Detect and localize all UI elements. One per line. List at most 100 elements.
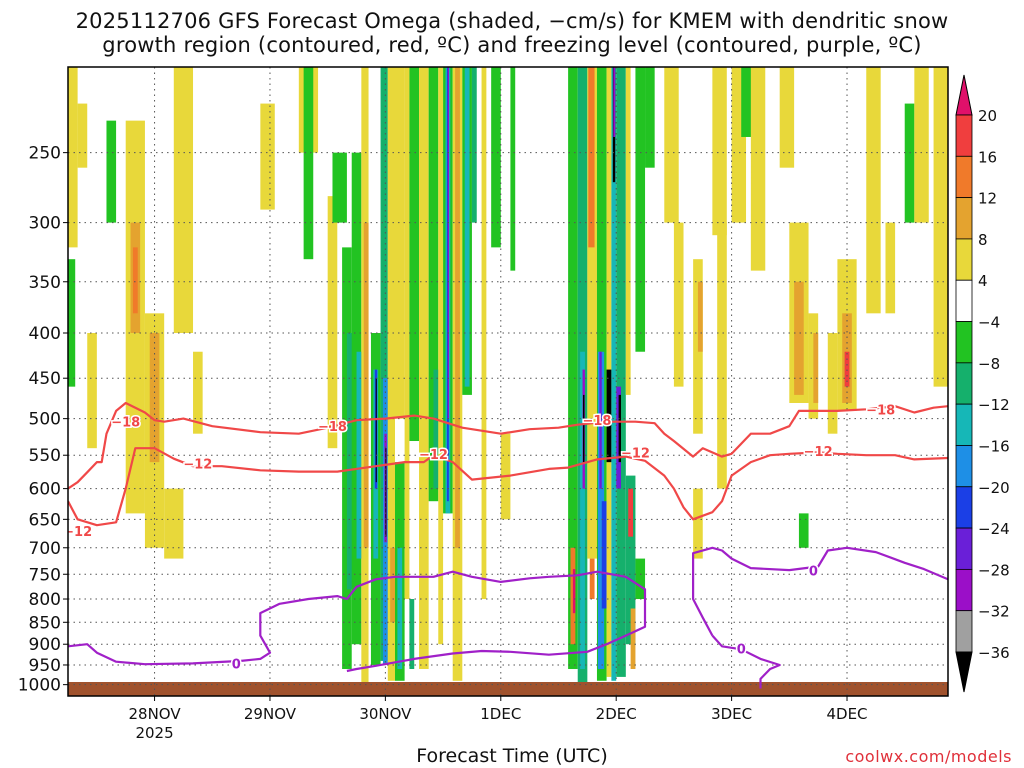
omega-cell xyxy=(303,67,314,260)
omega-cell xyxy=(380,67,388,661)
colorbar-label: 20 xyxy=(978,107,997,125)
colorbar-bin xyxy=(955,197,973,240)
x-tick-label: 30NOV xyxy=(359,705,412,723)
omega-cell xyxy=(625,475,636,645)
dgz-top-minus18-label: −18 xyxy=(866,403,895,418)
omega-cell xyxy=(625,67,631,395)
omega-cell xyxy=(798,513,809,548)
omega-cell xyxy=(616,67,626,677)
dgz-bottom-minus12-label: −12 xyxy=(419,448,448,463)
omega-cell xyxy=(568,67,578,669)
omega-cell xyxy=(589,558,595,600)
colorbar-top-arrow xyxy=(955,74,973,116)
y-tick-label: 400 xyxy=(29,324,61,344)
omega-cell xyxy=(635,558,646,600)
omega-cell xyxy=(164,488,184,559)
omega-cell xyxy=(260,103,275,210)
omega-cell xyxy=(438,67,444,645)
omega-cell xyxy=(587,67,597,559)
omega-cell xyxy=(510,67,516,271)
colorbar-bin xyxy=(955,527,973,570)
omega-cell xyxy=(193,351,203,434)
y-tick-label: 950 xyxy=(29,656,61,676)
colorbar-bottom-arrow xyxy=(955,651,973,693)
omega-cell xyxy=(409,599,415,669)
omega-cell xyxy=(601,501,607,609)
omega-cell xyxy=(885,222,896,314)
freezing-level-0c-label: 0 xyxy=(737,642,746,657)
dgz-top-minus18-label: −18 xyxy=(318,420,347,435)
colorbar-bin xyxy=(955,445,973,488)
omega-cell xyxy=(481,67,487,600)
colorbar-label: −12 xyxy=(978,396,1010,414)
omega-cell xyxy=(332,152,347,223)
omega-cell xyxy=(597,351,605,669)
omega-cell xyxy=(385,448,387,537)
y-tick-label: 600 xyxy=(29,480,61,500)
omega-cell xyxy=(635,67,646,352)
colorbar-bin xyxy=(955,279,973,322)
colorbar-label: 8 xyxy=(978,231,988,249)
omega-cell xyxy=(68,259,76,387)
dgz-bottom-minus12-label: −12 xyxy=(804,445,833,460)
colorbar-label: 12 xyxy=(978,190,997,208)
colorbar-bin xyxy=(955,610,973,653)
colorbar-bin xyxy=(955,155,973,199)
omega-cell xyxy=(491,67,501,248)
omega-cell xyxy=(106,120,117,223)
freezing-level-0c-line xyxy=(711,634,781,689)
y-tick-label: 550 xyxy=(29,446,61,466)
colorbar-label: −8 xyxy=(978,355,1000,373)
omega-cell xyxy=(904,103,915,223)
freezing-level-0a-line xyxy=(68,570,647,673)
dgz-bottom-minus12-line xyxy=(68,447,948,527)
gridlines xyxy=(68,67,948,696)
omega-cell xyxy=(572,569,576,614)
x-tick-label: 4DEC xyxy=(826,705,867,723)
omega-cell xyxy=(827,333,838,434)
omega-shading xyxy=(68,67,948,696)
omega-cell xyxy=(397,547,403,669)
plot-frame xyxy=(67,66,949,697)
dgz-bottom-minus12-label: −12 xyxy=(621,446,650,461)
omega-cell xyxy=(327,196,338,449)
omega-cell xyxy=(173,67,194,334)
omega-cell xyxy=(813,333,819,403)
omega-cell xyxy=(844,351,850,387)
omega-cell xyxy=(409,67,420,442)
colorbar-label: −16 xyxy=(978,437,1010,455)
omega-cell xyxy=(433,369,439,489)
omega-cell xyxy=(77,103,88,168)
omega-cell xyxy=(618,394,622,463)
omega-cell xyxy=(87,333,97,449)
omega-cell xyxy=(387,67,395,681)
omega-cell xyxy=(693,488,703,559)
y-tick-label: 350 xyxy=(29,273,61,293)
omega-cell xyxy=(606,369,612,463)
omega-cell xyxy=(583,394,585,463)
omega-cell xyxy=(363,222,369,548)
x-tick-label: 29NOV xyxy=(244,705,297,723)
omega-cell xyxy=(628,488,634,537)
y-tick-label: 800 xyxy=(29,590,61,610)
omega-cell xyxy=(580,351,585,669)
x-tick-label: 28NOV xyxy=(128,705,181,723)
dgz-top-minus18-line xyxy=(68,401,948,490)
omega-cell xyxy=(693,259,703,434)
omega-cell xyxy=(464,67,470,387)
y-tick-label: 700 xyxy=(29,539,61,559)
y-tick-label: 450 xyxy=(29,369,61,389)
omega-cell xyxy=(447,67,449,419)
omega-cell xyxy=(914,67,929,223)
x-tick-label: 2DEC xyxy=(596,705,637,723)
omega-cell xyxy=(599,351,602,489)
y-tick-label: 1000 xyxy=(18,676,61,696)
colorbar-bin xyxy=(955,238,973,281)
omega-cell xyxy=(664,67,679,223)
dgz-top-minus18-label: −18 xyxy=(111,416,140,431)
credit-link[interactable]: coolwx.com/models xyxy=(845,747,1012,766)
colorbar-bin xyxy=(955,568,973,612)
chart-title-line-2: growth region (contoured, red, ºC) and f… xyxy=(102,33,922,57)
colorbar-label: −28 xyxy=(978,561,1010,579)
